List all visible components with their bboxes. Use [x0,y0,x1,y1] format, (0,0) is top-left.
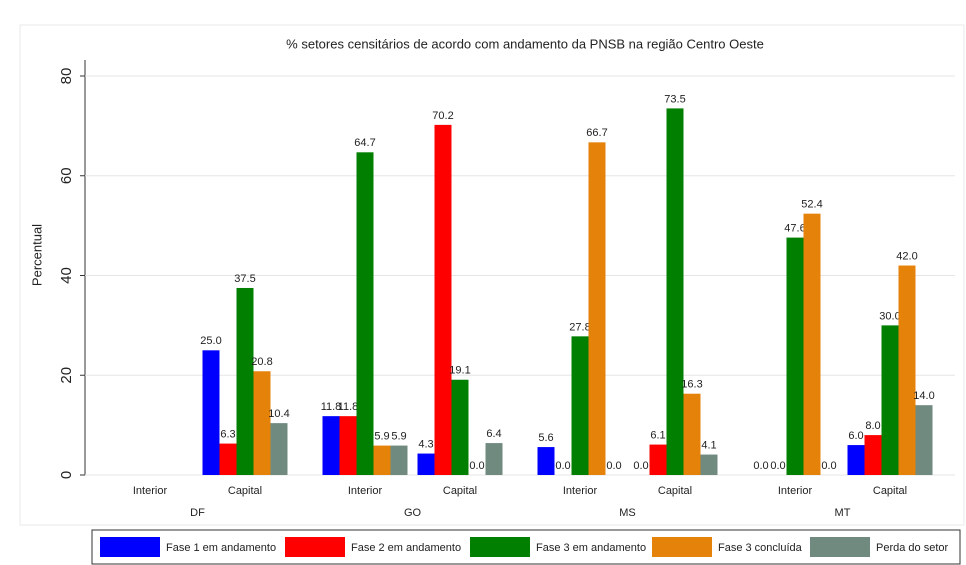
bar [202,350,220,475]
bar [339,416,357,475]
x-tick-label: Capital [443,485,477,497]
value-label: 70.2 [432,110,453,122]
bar [451,379,469,475]
bar [390,445,408,475]
bar [803,213,821,475]
bar [373,445,391,475]
bar [683,393,701,475]
group-label: GO [404,507,422,519]
bar [700,454,718,475]
legend-swatch [100,537,160,557]
x-tick-label: Capital [228,485,262,497]
bar [236,287,254,475]
bar [864,435,882,475]
value-label: 4.1 [701,439,716,451]
value-label: 11.8 [338,401,359,413]
y-tick-label: 0 [58,471,75,479]
value-label: 6.3 [220,428,235,440]
value-label: 11.8 [321,401,342,413]
value-label: 52.4 [801,199,822,211]
value-label: 14.0 [913,390,934,402]
value-label: 6.1 [650,429,665,441]
value-label: 10.4 [268,408,289,420]
legend-swatch [470,537,530,557]
value-label: 27.8 [569,321,590,333]
legend-swatch [285,537,345,557]
value-label: 6.0 [848,430,863,442]
legend-swatch [810,537,870,557]
bar [898,265,916,475]
value-label: 0.0 [770,460,785,472]
value-label: 66.7 [586,127,607,139]
value-label: 42.0 [896,250,917,262]
value-label: 5.9 [374,430,389,442]
value-label: 8.0 [865,420,880,432]
value-label: 5.9 [391,430,406,442]
legend-label: Fase 3 concluída [718,542,803,554]
value-label: 16.3 [681,379,702,391]
bar [588,142,606,476]
legend-label: Fase 1 em andamento [166,542,276,554]
bar [649,444,667,475]
x-tick-label: Interior [133,485,168,497]
bar [253,371,271,475]
bar [881,325,899,475]
legend-swatch [652,537,712,557]
group-label: MT [835,507,851,519]
value-label: 37.5 [234,273,255,285]
bar [847,445,865,475]
value-label: 6.4 [486,428,501,440]
legend-label: Fase 3 em andamento [536,542,646,554]
value-label: 4.3 [418,438,433,450]
value-label: 25.0 [200,335,221,347]
x-tick-label: Capital [658,485,692,497]
y-tick-label: 60 [58,167,75,184]
legend-label: Fase 2 em andamento [351,542,461,554]
bar [915,405,933,475]
bar [786,237,804,475]
y-tick-label: 40 [58,267,75,284]
bar [322,416,340,475]
bar [434,124,452,475]
bar [571,336,589,475]
value-label: 19.1 [449,365,470,377]
value-label: 73.5 [664,93,685,105]
x-tick-label: Capital [873,485,907,497]
bar [356,152,374,475]
value-label: 30.0 [879,310,900,322]
bar [417,453,435,475]
value-label: 0.0 [821,460,836,472]
x-tick-label: Interior [348,485,383,497]
bar [270,423,288,475]
bar [219,443,237,475]
value-label: 0.0 [633,460,648,472]
y-tick-label: 80 [58,68,75,85]
x-tick-label: Interior [563,485,598,497]
bar [666,108,684,475]
chart-title: % setores censitários de acordo com anda… [286,36,764,51]
group-label: DF [190,507,205,519]
value-label: 0.0 [606,460,621,472]
y-tick-label: 20 [58,367,75,384]
value-label: 47.6 [784,223,805,235]
group-label: MS [619,507,636,519]
y-axis-label: Percentual [29,224,44,286]
value-label: 64.7 [354,137,375,149]
value-label: 0.0 [753,460,768,472]
value-label: 5.6 [538,432,553,444]
x-tick-label: Interior [778,485,813,497]
bar [485,443,503,475]
legend-label: Perda do setor [876,542,948,554]
value-label: 0.0 [469,460,484,472]
value-label: 0.0 [555,460,570,472]
bar [537,447,555,475]
value-label: 20.8 [251,356,272,368]
